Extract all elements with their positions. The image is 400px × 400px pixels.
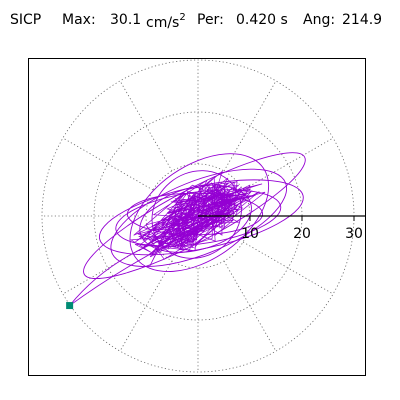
- max-label: Max:: [62, 12, 96, 28]
- orbit-loop-5: [98, 179, 304, 256]
- peak-trajectory-return: [69, 225, 209, 306]
- orbit-loop-7: [115, 189, 282, 247]
- station-code: SICP: [10, 12, 42, 28]
- trajectory: [69, 152, 306, 306]
- orbit-core: [129, 170, 266, 267]
- tick-label-30: 30: [345, 226, 363, 242]
- tick-label-20: 20: [293, 226, 311, 242]
- peak-marker: [66, 302, 74, 310]
- radial-axis: [198, 215, 366, 221]
- grid-spoke-30: [242, 137, 334, 191]
- period-label: Per:: [197, 12, 224, 28]
- grid-spoke-60: [223, 80, 277, 172]
- radial-ticks: 10 20 30: [241, 226, 363, 242]
- tick-label-10: 10: [241, 226, 259, 242]
- peak-trajectory: [69, 219, 219, 306]
- orbit-loop-0: [83, 152, 306, 280]
- max-unit: cm/s2: [146, 12, 186, 31]
- plot-frame: [28, 58, 366, 376]
- grid-spoke-330: [242, 241, 334, 295]
- grid-spoke-120: [119, 80, 173, 172]
- orbit-loop-2: [129, 153, 270, 273]
- period-value: 0.420 s: [236, 12, 288, 28]
- max-unit-base: cm/s: [146, 15, 180, 31]
- max-value: 30.1: [110, 12, 142, 28]
- grid-spoke-150: [62, 137, 154, 191]
- peak-marker-group: [66, 302, 74, 310]
- grid-spoke-210: [62, 241, 154, 295]
- grid-spoke-240: [119, 260, 173, 352]
- plot-header: SICP Max: 30.1 cm/s2 Per: 0.420 s Ang: 2…: [0, 12, 400, 40]
- angle-value: 214.9: [342, 12, 383, 28]
- grid-spoke-300: [223, 260, 277, 352]
- max-unit-exponent: 2: [179, 12, 186, 23]
- angle-label: Ang:: [303, 12, 336, 28]
